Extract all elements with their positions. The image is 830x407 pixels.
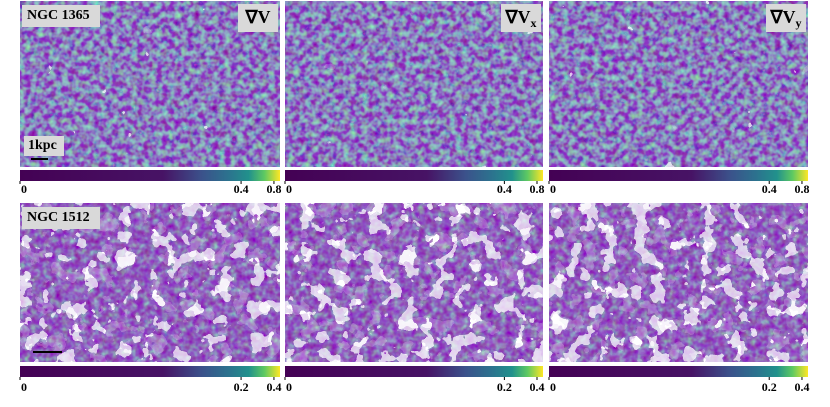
colorbar-tick-label: 0.2 xyxy=(762,380,777,394)
colorbar-tick-label: 0.8 xyxy=(794,182,809,196)
colorbar xyxy=(20,366,280,377)
colorbar-tick-label: 0.2 xyxy=(234,380,249,394)
label-box xyxy=(24,136,64,156)
galaxy-label: NGC 1365 xyxy=(27,8,90,23)
colorbar-tick-label: 0 xyxy=(286,182,292,196)
map-image xyxy=(20,203,280,362)
panel-symbol: ∇V xyxy=(769,7,795,27)
galaxy-label: NGC 1512 xyxy=(27,210,90,225)
panel-symbol: ∇V xyxy=(504,7,530,27)
colorbar-tick-label: 0.8 xyxy=(266,182,281,196)
colorbar-tick-label: 0 xyxy=(550,380,556,394)
colorbar xyxy=(549,366,808,377)
panel-subscript: y xyxy=(796,16,802,30)
map-image xyxy=(549,203,808,362)
map-panel xyxy=(285,1,543,167)
map-panel xyxy=(549,1,808,167)
colorbar-tick-label: 0.4 xyxy=(234,182,249,196)
panel-subscript: x xyxy=(531,16,537,30)
colorbar-tick-label: 0 xyxy=(21,380,27,394)
map-panel xyxy=(20,203,280,362)
colorbar-tick-label: 0.4 xyxy=(497,182,512,196)
map-image xyxy=(285,1,543,167)
panel-title: ∇Vy xyxy=(769,7,801,30)
colorbar-tick-label: 0.8 xyxy=(529,182,544,196)
colorbar xyxy=(285,366,543,377)
colorbar-tick-label: 0.4 xyxy=(762,182,777,196)
colorbar xyxy=(549,170,808,181)
map-panel xyxy=(549,203,808,362)
colorbar-tick-label: 0 xyxy=(21,182,27,196)
colorbar-tick-label: 0 xyxy=(286,380,292,394)
map-image xyxy=(549,1,808,167)
label-box xyxy=(766,4,806,32)
colorbar xyxy=(20,170,280,181)
map-image xyxy=(285,203,543,362)
map-panel xyxy=(285,203,543,362)
label-box xyxy=(22,5,100,27)
colorbar xyxy=(285,170,543,181)
colorbar-tick-label: 0.4 xyxy=(529,380,544,394)
label-box xyxy=(22,207,100,229)
label-box xyxy=(238,4,278,32)
panel-title: ∇V xyxy=(244,7,270,27)
colorbar-tick-label: 0 xyxy=(550,182,556,196)
panel-symbol: ∇V xyxy=(244,7,270,27)
colorbar-tick-label: 0.4 xyxy=(794,380,809,394)
label-box xyxy=(501,4,541,32)
scale-bar-label: 1kpc xyxy=(28,138,57,153)
colorbar-tick-label: 0.4 xyxy=(266,380,281,394)
colorbar-tick-label: 0.2 xyxy=(497,380,512,394)
panel-title: ∇Vx xyxy=(504,7,536,30)
